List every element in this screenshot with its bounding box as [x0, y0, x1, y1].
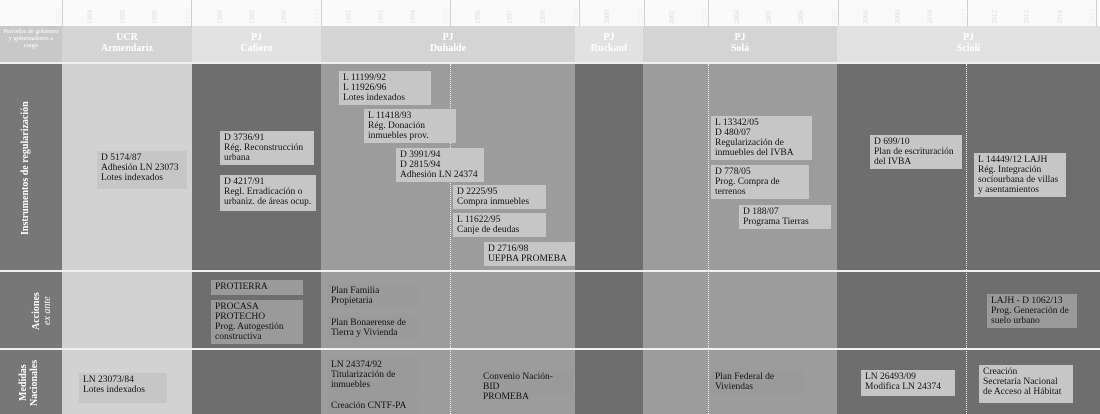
instrumento-box: D 2716/98 UEPBA PROMEBA [484, 242, 575, 266]
period-name: Solá [730, 43, 750, 54]
year-label: 1989 [247, 10, 256, 24]
year-label: 1993 [377, 10, 386, 24]
instrumento-box: D 2225/95 Compra inmuebles [453, 185, 546, 209]
medida-box: LN 26493/09 Modifica LN 24374 [861, 370, 955, 396]
year-label: 1984 [86, 10, 95, 24]
year-label: 2006 [797, 10, 806, 24]
accion-box: Plan Bonaerense de Tierra y Vivienda [327, 316, 419, 340]
year-label: 1986 [150, 10, 159, 24]
year-label: 2014 [1055, 10, 1064, 24]
row-label-acciones-italic: ex ante [42, 296, 53, 326]
year-label: 2000 [603, 10, 612, 24]
year-label: 2004 [732, 10, 741, 24]
medida-box: Creación CNTF-PA [327, 399, 419, 414]
band-armendariz [62, 0, 192, 414]
header-band-cafiero [192, 26, 321, 62]
instrumento-box: L 11199/92 L 11926/96 Lotes indexados [339, 71, 431, 105]
year-strip [0, 0, 1100, 26]
dotted-line-1995 [450, 64, 451, 414]
year-label: 1996 [474, 10, 483, 24]
period-name: Duhalde [429, 43, 467, 54]
year-label: 1992 [344, 10, 353, 24]
year-divider [966, 0, 968, 26]
instrumento-box: D 4217/91 Regl. Erradicación o urbaniz. … [220, 175, 316, 211]
year-divider [449, 0, 451, 26]
period-party: PJ [734, 32, 746, 43]
header-band-scioli [837, 26, 1100, 62]
year-label: 1990 [280, 10, 289, 24]
year-divider [579, 0, 580, 26]
period-party: PJ [442, 32, 454, 43]
year-label: 1985 [118, 10, 127, 24]
instrumento-box: L 11418/93 Rég. Donación inmuebles prov. [364, 109, 456, 143]
period-party: PJ [603, 32, 615, 43]
row-label-medidas: Medidas Nacionales [18, 359, 40, 407]
instrumento-box: D 699/10 Plan de escrituración del IVBA [870, 135, 962, 169]
instrumento-box: L 13342/05 D 480/07 Regularización de in… [711, 116, 812, 160]
year-label: 2013 [1023, 10, 1032, 24]
medida-box: LN 23073/84 Lotes indexados [79, 373, 167, 403]
period-party: PJ [962, 32, 975, 43]
period-party: UCR [116, 32, 138, 43]
instrumento-box: D 3991/94 D 2815/94 Adhesión LN 24374 [396, 148, 484, 182]
accion-box: PROTIERRA [211, 280, 303, 295]
year-label: 2008 [861, 10, 870, 24]
period-name: Scioli [956, 43, 981, 54]
year-label: 2005 [764, 10, 773, 24]
row-separator [0, 62, 1100, 64]
period-name: Ruckauf [590, 43, 628, 54]
instrumento-box: D 3736/91 Rég. Reconstrucción urbana [220, 131, 314, 165]
year-label: 2010 [926, 10, 935, 24]
year-divider [643, 0, 645, 26]
row-separator [0, 270, 1100, 272]
header-label: Períodos de gobierno y gobernadores a ca… [3, 28, 59, 49]
dotted-line-2003 [708, 64, 709, 414]
row-label-column [0, 64, 62, 414]
instrumento-box: D 5174/87 Adhesión LN 23073 Lotes indexa… [97, 151, 187, 189]
instrumento-box: L 14449/12 LAJH Rég. Integración socíour… [974, 153, 1066, 197]
year-label: 1988 [215, 10, 224, 24]
band-scioli [837, 0, 1100, 414]
accion-box: PROCASA PROTECHO Prog. Autogestión const… [211, 300, 303, 344]
header-left-cell [0, 26, 62, 62]
medida-box: Plan Federal de Viviendas [711, 370, 805, 396]
year-label: 2012 [991, 10, 1000, 24]
instrumento-box: D 778/05 Prog. Compra de terrenos [711, 165, 809, 199]
medida-box: Convenio Nación-BID PROMEBA [479, 370, 573, 402]
medida-box: LN 24374/92 Titularización de inmuebles [327, 358, 419, 396]
period-label-cafiero: PJ Cafiero [192, 32, 321, 54]
year-label: 2009 [894, 10, 903, 24]
year-label: 2002 [667, 10, 676, 24]
year-divider [837, 0, 839, 26]
row-label-acciones-main: Acciones [31, 292, 42, 330]
period-label-armendariz: UCR Armendariz [62, 32, 192, 54]
year-divider [191, 0, 193, 26]
period-party: PJ [250, 32, 263, 43]
year-divider [1096, 0, 1097, 26]
year-divider [62, 0, 63, 26]
dotted-line-2011 [966, 64, 967, 414]
year-label: 1998 [538, 10, 547, 24]
period-name: Armendariz [100, 43, 154, 54]
instrumento-box: D 188/07 Programa Tierras [739, 205, 831, 229]
header-band-ruckauf [575, 26, 643, 62]
year-label: 1997 [506, 10, 515, 24]
period-label-ruckauf: PJ Ruckauf [575, 32, 643, 54]
row-label-acciones: Acciones ex ante [20, 274, 53, 348]
medida-box: Creación Secretaría Nacional de Acceso a… [979, 365, 1073, 403]
accion-box: Plan Familia Propietaria [327, 284, 419, 308]
band-ruckauf [575, 0, 643, 414]
instrumento-box: L 11622/95 Canje de deudas [453, 213, 546, 237]
row-label-instrumentos: Instrumentos de regularización [20, 101, 31, 235]
period-label-sola: PJ Solá [643, 32, 837, 54]
period-label-scioli: PJ Scioli [837, 32, 1100, 54]
year-label: 1994 [409, 10, 418, 24]
year-divider [708, 0, 710, 26]
period-label-duhalde: PJ Duhalde [321, 32, 575, 54]
year-divider [320, 0, 322, 26]
accion-box: LAJH - D 1062/13 Prog. Generación de sue… [987, 294, 1077, 328]
row-separator [0, 348, 1100, 350]
period-name: Cafiero [240, 43, 273, 54]
